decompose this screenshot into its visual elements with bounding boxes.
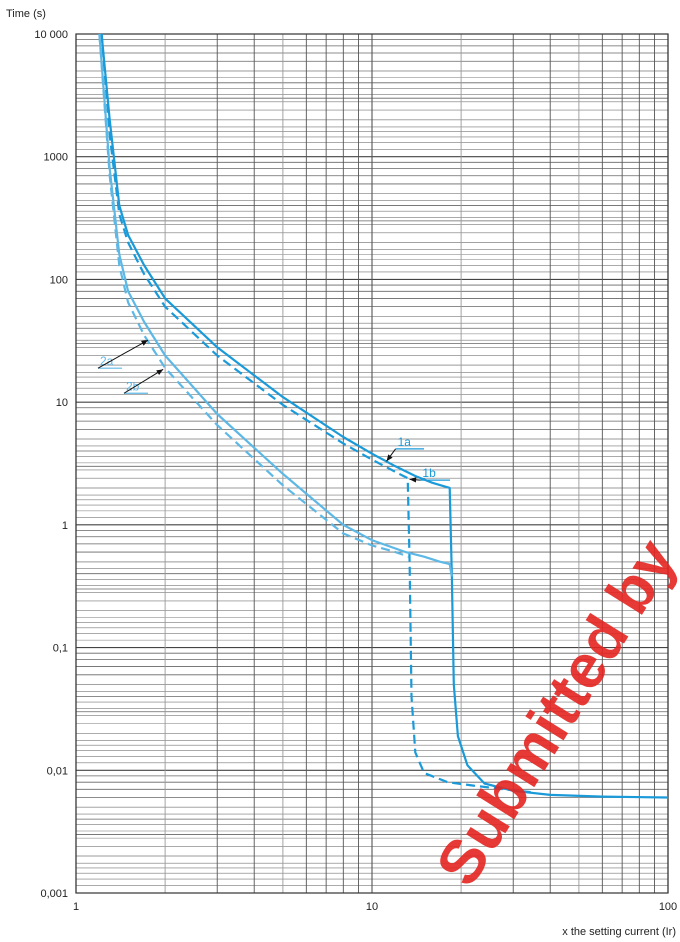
leader-line xyxy=(123,368,164,394)
curve-1a xyxy=(100,33,669,799)
y-tick-label: 0,1 xyxy=(53,643,68,655)
tick-labels: 10 000 1000 100 10 1 0,1 0,01 0,001 1 10 100 xyxy=(34,29,677,913)
curve-label-1a: 1a xyxy=(398,435,412,449)
leader-arrowhead xyxy=(141,340,148,346)
curve-2a xyxy=(98,33,453,577)
y-axis-title: Time (s) xyxy=(6,8,46,20)
curve-2b xyxy=(98,33,410,558)
x-axis-title: x the setting current (Ir) xyxy=(562,926,676,938)
curves xyxy=(98,33,669,799)
watermark: Submitted by xyxy=(423,527,680,897)
y-tick-label: 1 xyxy=(62,520,68,532)
y-tick-label: 100 xyxy=(50,274,68,286)
curve-label-1b: 1b xyxy=(422,466,436,480)
leader-arrowhead xyxy=(156,369,164,375)
plot-frame xyxy=(75,33,669,894)
leader-arrowhead xyxy=(386,454,393,462)
y-tick-label: 0,001 xyxy=(40,888,68,900)
x-tick-label: 10 xyxy=(366,901,378,913)
x-tick-label: 1 xyxy=(73,901,79,913)
y-tick-label: 0,01 xyxy=(47,765,68,777)
leader-line xyxy=(97,339,149,369)
y-tick-label: 1000 xyxy=(44,152,68,164)
x-tick-label: 100 xyxy=(659,901,677,913)
y-tick-label: 10 000 xyxy=(34,29,68,41)
grid xyxy=(75,33,669,894)
y-tick-label: 10 xyxy=(56,397,68,409)
curve-1b xyxy=(100,33,534,794)
leader-arrowhead xyxy=(409,477,417,483)
